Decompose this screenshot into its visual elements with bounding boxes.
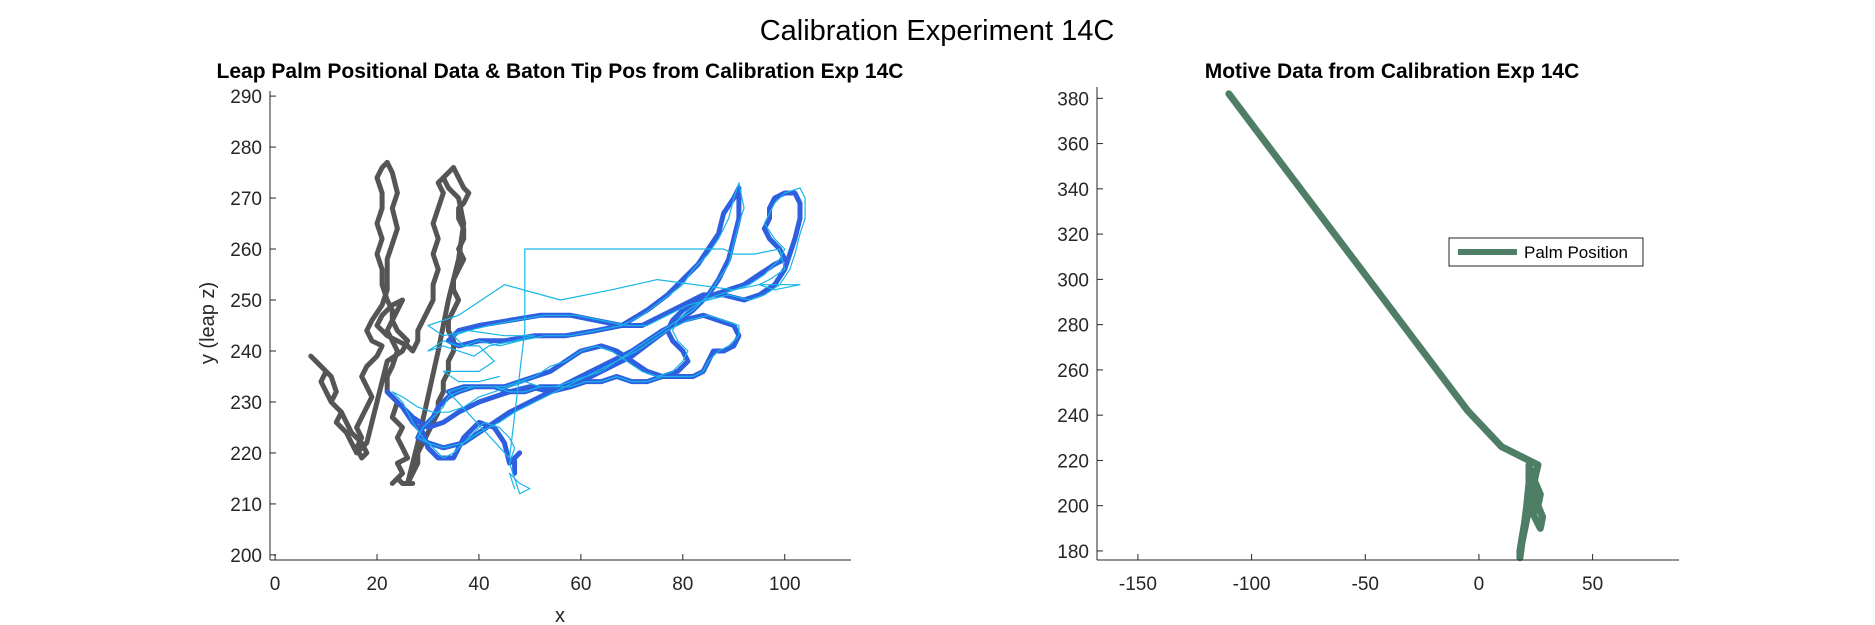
right-x-tick-label: -100 (1233, 574, 1271, 595)
left-y-tick-label: 220 (230, 444, 262, 465)
right-y-tick-label: 320 (1057, 225, 1089, 246)
right-x-tick-label: -50 (1352, 574, 1379, 595)
right-y-tick-label: 300 (1057, 270, 1089, 291)
right-axes: Motive Data from Calibration Exp 14C -15… (1057, 60, 1679, 595)
left-plot: 0 20 40 60 80 100 200 210 220 230 240 250 260 270 280 2… (230, 87, 851, 595)
right-axes-title: Motive Data from Calibration Exp 14C (1205, 60, 1580, 83)
legend-label: Palm Position (1524, 243, 1628, 262)
left-series-line-2 (384, 185, 803, 476)
left-y-axis-label: y (leap z) (197, 282, 219, 364)
left-x-tick-label: 20 (366, 574, 387, 595)
figure-title: Calibration Experiment 14C (760, 15, 1115, 47)
right-plot: -150 -100 -50 0 50 180 200 220 240 260 280 300 320 34… (1057, 87, 1679, 595)
left-y-tick-label: 210 (230, 495, 262, 516)
right-x-tick-label: 50 (1582, 574, 1603, 595)
right-y-tick-label: 180 (1057, 542, 1089, 563)
left-x-axis-label: x (555, 605, 565, 625)
right-y-tick-label: 200 (1057, 497, 1089, 518)
left-x-tick-label: 100 (769, 574, 801, 595)
legend-box (1448, 237, 1644, 267)
right-y-tick-label: 280 (1057, 316, 1089, 337)
left-series-line-4 (391, 182, 806, 495)
left-y-tick-label: 260 (230, 240, 262, 261)
left-y-tick-label: 200 (230, 546, 262, 567)
right-y-tick-label: 340 (1057, 180, 1089, 201)
left-x-tick-label: 60 (570, 574, 591, 595)
left-series-line-1 (405, 175, 467, 486)
legend: Palm Position (1448, 237, 1644, 267)
right-x-tick-label: 0 (1474, 574, 1485, 595)
left-x-tick-label: 40 (468, 574, 489, 595)
left-y-tick-label: 280 (230, 138, 262, 159)
left-y-tick-label: 270 (230, 189, 262, 210)
right-y-tick-label: 240 (1057, 406, 1089, 427)
left-y-tick-label: 230 (230, 393, 262, 414)
right-series-line-0 (1225, 90, 1547, 562)
right-x-tick-label: -150 (1119, 574, 1157, 595)
left-y-tick-label: 250 (230, 291, 262, 312)
left-y-tick-label: 240 (230, 342, 262, 363)
left-axes-title: Leap Palm Positional Data & Baton Tip Po… (217, 60, 904, 83)
right-y-tick-label: 260 (1057, 361, 1089, 382)
right-y-tick-label: 380 (1057, 89, 1089, 110)
right-y-tick-label: 360 (1057, 135, 1089, 156)
right-y-tick-label: 220 (1057, 451, 1089, 472)
left-x-tick-label: 80 (672, 574, 693, 595)
left-axes: Leap Palm Positional Data & Baton Tip Po… (197, 60, 903, 625)
left-x-tick-label: 0 (270, 574, 281, 595)
left-y-tick-label: 290 (230, 87, 262, 108)
